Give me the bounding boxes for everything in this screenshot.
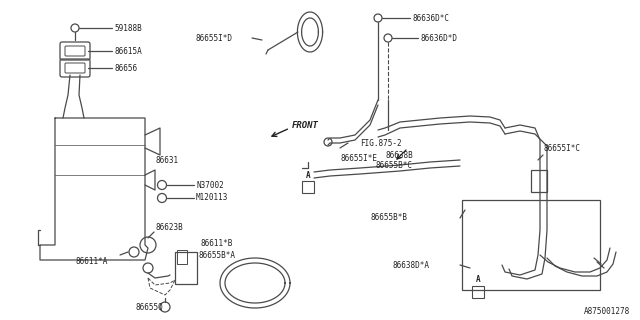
Text: 86611*A: 86611*A bbox=[75, 258, 108, 267]
Text: 86615A: 86615A bbox=[114, 46, 141, 55]
Bar bbox=[302, 181, 314, 193]
Bar bbox=[177, 250, 187, 264]
Text: A: A bbox=[476, 276, 480, 284]
Text: 86611*B: 86611*B bbox=[200, 239, 232, 249]
Text: 86655B*A: 86655B*A bbox=[198, 251, 235, 260]
Bar bbox=[531, 170, 547, 192]
Text: 86655B*C: 86655B*C bbox=[375, 161, 412, 170]
Text: 86655B*B: 86655B*B bbox=[370, 213, 407, 222]
Text: 86638B: 86638B bbox=[385, 150, 413, 159]
Bar bbox=[472, 286, 484, 298]
Text: A875001278: A875001278 bbox=[584, 308, 630, 316]
Text: N37002: N37002 bbox=[196, 180, 224, 189]
Text: FIG.875-2: FIG.875-2 bbox=[360, 139, 402, 148]
Text: 86636D*D: 86636D*D bbox=[420, 34, 457, 43]
Bar bbox=[175, 252, 197, 284]
Text: 86623B: 86623B bbox=[155, 223, 183, 233]
Text: 86655Q: 86655Q bbox=[135, 302, 163, 311]
Bar bbox=[462, 200, 600, 290]
Text: 86656: 86656 bbox=[114, 63, 137, 73]
Text: A: A bbox=[306, 171, 310, 180]
Text: 86636D*C: 86636D*C bbox=[412, 13, 449, 22]
Text: 86655I*E: 86655I*E bbox=[340, 154, 377, 163]
Text: 86655I*C: 86655I*C bbox=[543, 143, 580, 153]
Text: 86638D*A: 86638D*A bbox=[392, 260, 429, 269]
Text: 59188B: 59188B bbox=[114, 23, 141, 33]
Text: 86655I*D: 86655I*D bbox=[195, 34, 232, 43]
Text: FRONT: FRONT bbox=[292, 121, 319, 130]
Text: M120113: M120113 bbox=[196, 194, 228, 203]
Text: 86631: 86631 bbox=[155, 156, 178, 164]
